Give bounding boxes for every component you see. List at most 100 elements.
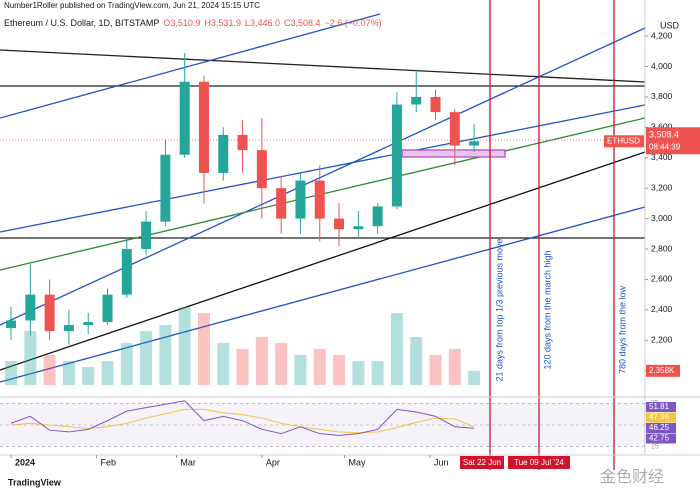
date-tag [460,456,504,469]
candle-body [198,81,209,173]
candle-body [256,150,267,189]
candle-body [6,320,17,329]
candle-body [102,294,113,322]
rsi-tag [646,423,676,433]
rsi-line [10,400,475,436]
candle-body [141,221,152,249]
volume-bar [5,361,18,385]
y-tick-label: 2,800 [651,243,673,253]
zone-box [401,149,506,158]
footer-logo: TradingView [8,477,62,487]
annotation: 21 days from top 1/3 previous move [494,238,504,381]
chart-title: Ethereum / U.S. Dollar, 1D, BITSTAMP O3,5… [4,18,382,28]
x-tick-label: 2024 [15,457,35,467]
volume-bar [371,361,384,385]
volume-bar [140,331,153,385]
rsi-tag [646,402,676,412]
y-tick-label: 2,200 [651,335,673,345]
rsi-ma-line [10,408,475,434]
date-tag-text: Tue 09 Jul '24 [514,458,564,467]
rsi-value-label: 42.75 [649,434,670,443]
candle-body [218,134,229,173]
volume-bar [448,349,461,385]
ohlc: −2.6 (−0.07%) [325,18,382,28]
candle-body [25,294,36,321]
volume-bar [410,337,423,385]
ohlc: C3,508.4 [284,18,321,28]
ohlc: H3,531.9 [204,18,241,28]
volume-bar [390,313,403,385]
volume-bar [24,331,37,385]
volume-bar [159,325,172,385]
y-tick-label: 3,400 [651,152,673,162]
candle-body [160,154,171,222]
trend-line [0,151,646,371]
y-tick-label: 3,800 [651,91,673,101]
trend-line [0,27,646,326]
y-tick-label: 3,000 [651,213,673,223]
volume-bar [236,349,249,385]
volume-bar [43,355,56,385]
price-tag-countdown: 08:44:39 [649,142,681,151]
volume-bar [82,367,95,385]
candle-body [295,180,306,219]
rsi-value-label: 46.25 [649,423,670,432]
price-tag-symbol: ETHUSD [607,136,640,145]
candle-body [314,180,325,219]
volume-bar [313,349,326,385]
candle-body [411,96,422,105]
ohlc: L3,446.0 [245,18,280,28]
candle-body [372,206,383,227]
annotation: 780 days from the low [617,285,627,374]
volume-bar [294,355,307,385]
candle-body [44,294,55,332]
trend-line [0,49,646,83]
y-tick-label: 4,000 [651,61,673,71]
volume-bar [197,313,210,385]
volume-bar [352,361,365,385]
volume-bar [101,361,114,385]
rsi-tick-label: 25 [651,444,659,451]
x-tick-label: Jun [434,457,449,467]
annotation: 120 days from the march high [542,250,552,369]
ohlc: O3,510.9 [163,18,200,28]
volume-bar [255,337,268,385]
volume-bar [217,343,230,385]
y-tick-label: 3,600 [651,122,673,132]
watermark: 金色财经 [600,468,664,486]
candle-body [121,249,132,295]
trend-line [0,206,646,383]
x-tick-label: Mar [180,457,196,467]
trend-line [0,104,646,233]
x-tick-label: Feb [100,457,116,467]
symbol-tag [604,135,644,148]
trend-line [0,13,381,119]
candle-body [83,322,94,326]
candle-body [334,218,345,230]
volume-tag [646,364,680,377]
rsi-tag [646,412,676,423]
volume-bar [275,343,288,385]
x-tick-label: May [349,457,367,467]
candle-body [353,226,364,230]
candle-body [391,104,402,207]
date-tag-text: Sat 22 Jun [463,458,501,467]
volume-bar [178,307,191,385]
volume-bar [468,370,481,385]
y-tick-label: 4,200 [651,30,673,40]
date-tag [508,456,570,469]
rsi-tag [646,433,676,444]
rsi-value-label: 47.96 [649,413,670,422]
volume-bar [333,355,346,385]
y-tick-label: 3,200 [651,182,673,192]
volume-bar [62,361,75,385]
currency: USD [660,20,680,30]
header: Number1Roller published on TradingView.c… [4,1,260,10]
volume-bar [429,355,442,385]
drawings [0,0,646,470]
candle-body [276,188,287,219]
candle-body [469,141,480,146]
candle-body [179,81,190,155]
